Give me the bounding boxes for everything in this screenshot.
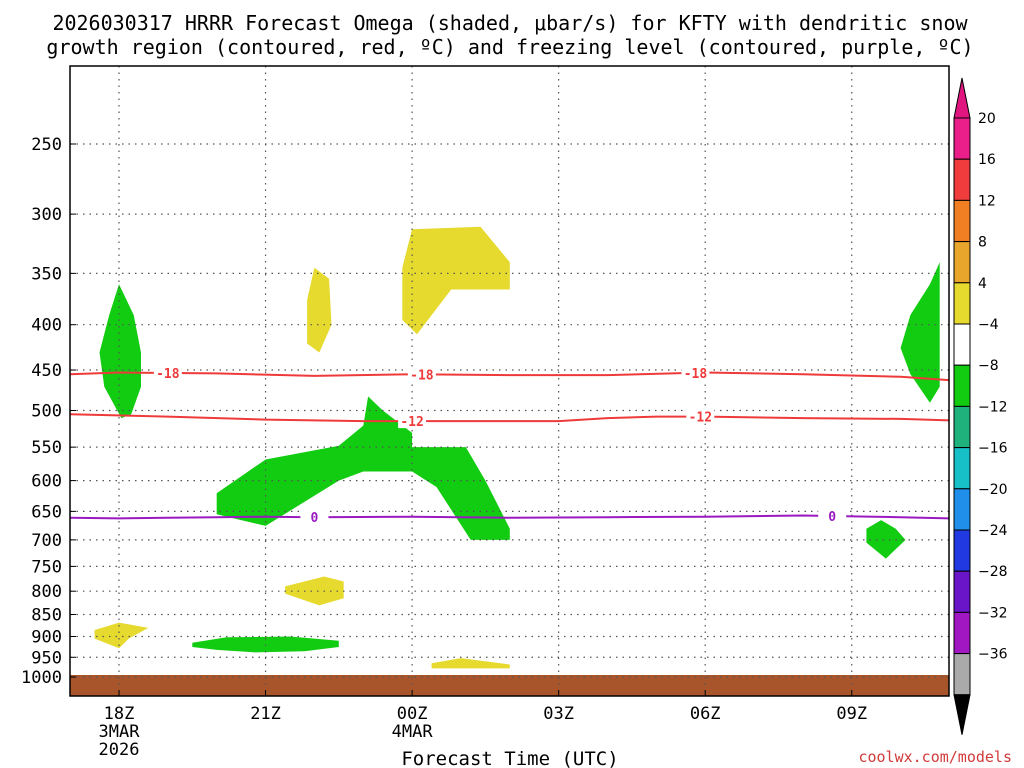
omega-region-green-21z-low — [192, 636, 339, 653]
credit-text: coolwx.com/models — [858, 748, 1012, 766]
y-tick-label-800: 800 — [31, 582, 62, 602]
plot-frame — [69, 65, 950, 697]
contour-minus18-label-1: -18 — [410, 368, 434, 383]
y-tick-label-300: 300 — [31, 205, 62, 225]
colorbar-swatch-7 — [953, 405, 971, 449]
contour-zero-line — [70, 514, 950, 520]
contour-zero-label-bg-0 — [300, 510, 329, 525]
omega-regions — [94, 226, 940, 669]
x-tick-label-21Z: 21Z — [250, 704, 281, 724]
y-tick-label-550: 550 — [31, 438, 62, 458]
y-tick-label-600: 600 — [31, 472, 62, 492]
chart-title-line-1: 2026030317 HRRR Forecast Omega (shaded, … — [52, 11, 968, 35]
y-tick-label-950: 950 — [31, 648, 62, 668]
contour-zero-label-0: 0 — [310, 511, 318, 526]
x-tick-label-18Z: 18Z — [104, 704, 135, 724]
y-tick-label-500: 500 — [31, 402, 62, 422]
y-tick-label-400: 400 — [31, 316, 62, 336]
contour-minus18-label-bg-0 — [153, 365, 182, 380]
contour-minus12-label-bg-0 — [398, 414, 427, 429]
contour-zero-label-bg-1 — [818, 509, 847, 524]
x-tick-label-09Z: 09Z — [836, 704, 867, 724]
plot-area — [70, 66, 949, 696]
colorbar-swatch-11 — [953, 570, 971, 613]
y-tick-label-750: 750 — [31, 557, 62, 577]
omega-region-green-11z-upper — [900, 262, 940, 403]
x-tick-label-06Z: 06Z — [690, 704, 721, 724]
contour-minus18-label-bg-2 — [681, 365, 710, 380]
x-tick-year-18Z: 2026 — [99, 740, 140, 760]
contour-minus12-label-1: -12 — [689, 411, 712, 426]
contour-minus18-label-0: -18 — [156, 367, 180, 382]
y-tick-label-700: 700 — [31, 531, 62, 551]
colorbar-swatch-9 — [953, 488, 971, 531]
colorbar-label-4: 4 — [978, 276, 987, 292]
omega-region-green-21z-mid — [216, 396, 510, 540]
colorbar-label-10: −24 — [978, 523, 1008, 539]
y-tick-label-850: 850 — [31, 606, 62, 626]
y-tick-label-900: 900 — [31, 627, 62, 647]
colorbar-swatch-4 — [953, 282, 971, 325]
x-tick-label-03Z: 03Z — [543, 704, 574, 724]
chart-title-line-2: growth region (contoured, red, ºC) and f… — [46, 35, 973, 59]
colorbar-label-3: 8 — [978, 235, 987, 251]
colorbar: 20 16 12 8 4 −4 −8 −12 −16 −20 −24 −28 −32 −36 — [953, 77, 1008, 735]
colorbar-swatch-5 — [953, 323, 971, 366]
contour-minus12-label-bg-1 — [686, 409, 715, 424]
omega-region-yellow-01z-low — [431, 658, 510, 669]
colorbar-label-6: −8 — [978, 358, 999, 374]
y-axis-ticks: 2503003504004505005506006507007508008509… — [21, 135, 76, 688]
colorbar-label-8: −16 — [978, 441, 1008, 457]
contour-minus12-line — [70, 413, 950, 423]
omega-region-yellow-2130z-low — [285, 576, 344, 606]
x-tick-date-18Z: 3MAR — [99, 722, 141, 742]
colorbar-over-triangle — [953, 77, 971, 119]
omega-region-yellow-00z-upper — [402, 226, 510, 335]
colorbar-label-13: −36 — [978, 647, 1008, 663]
colorbar-swatch-13 — [953, 653, 971, 696]
colorbar-label-5: −4 — [978, 317, 999, 333]
y-tick-label-650: 650 — [31, 502, 62, 522]
omega-region-yellow-18z-low — [94, 622, 149, 649]
y-tick-label-350: 350 — [31, 264, 62, 284]
y-tick-label-450: 450 — [31, 361, 62, 381]
contour-minus18-label-bg-1 — [407, 367, 436, 382]
temperature-contours: -18 -18 -18 -12 -12 0 0 — [70, 365, 950, 526]
y-tick-label-1000: 1000 — [21, 668, 62, 688]
contour-minus18-label-2: -18 — [684, 367, 708, 382]
colorbar-label-12: −32 — [978, 605, 1008, 621]
colorbar-swatch-10 — [953, 529, 971, 572]
contour-minus12-label-0: -12 — [400, 415, 423, 430]
contour-minus18-line — [70, 371, 950, 382]
colorbar-label-1: 16 — [978, 152, 996, 168]
colorbar-label-7: −12 — [978, 399, 1008, 415]
contour-zero-label-1: 0 — [828, 510, 836, 525]
colorbar-swatch-12 — [953, 611, 971, 655]
colorbar-swatch-1 — [953, 158, 971, 201]
colorbar-label-11: −28 — [978, 564, 1008, 580]
omega-region-green-09z-low — [866, 520, 906, 559]
colorbar-swatch-8 — [953, 447, 971, 490]
colorbar-swatch-2 — [953, 199, 971, 243]
colorbar-swatch-3 — [953, 241, 971, 284]
gridlines — [70, 66, 949, 696]
ground-surface — [70, 675, 949, 696]
colorbar-label-9: −20 — [978, 482, 1008, 498]
x-tick-date-00Z: 4MAR — [392, 722, 434, 742]
colorbar-swatch-6 — [953, 364, 971, 407]
x-axis-label: Forecast Time (UTC) — [401, 748, 618, 768]
x-tick-label-00Z: 00Z — [397, 704, 428, 724]
y-tick-label-250: 250 — [31, 135, 62, 155]
omega-region-yellow-2130z-upper — [307, 267, 332, 353]
colorbar-label-0: 20 — [978, 111, 996, 127]
omega-region-green-18z-upper — [99, 284, 141, 419]
colorbar-under-triangle — [953, 694, 971, 735]
colorbar-label-2: 12 — [978, 193, 996, 209]
colorbar-swatch-0 — [953, 117, 971, 160]
